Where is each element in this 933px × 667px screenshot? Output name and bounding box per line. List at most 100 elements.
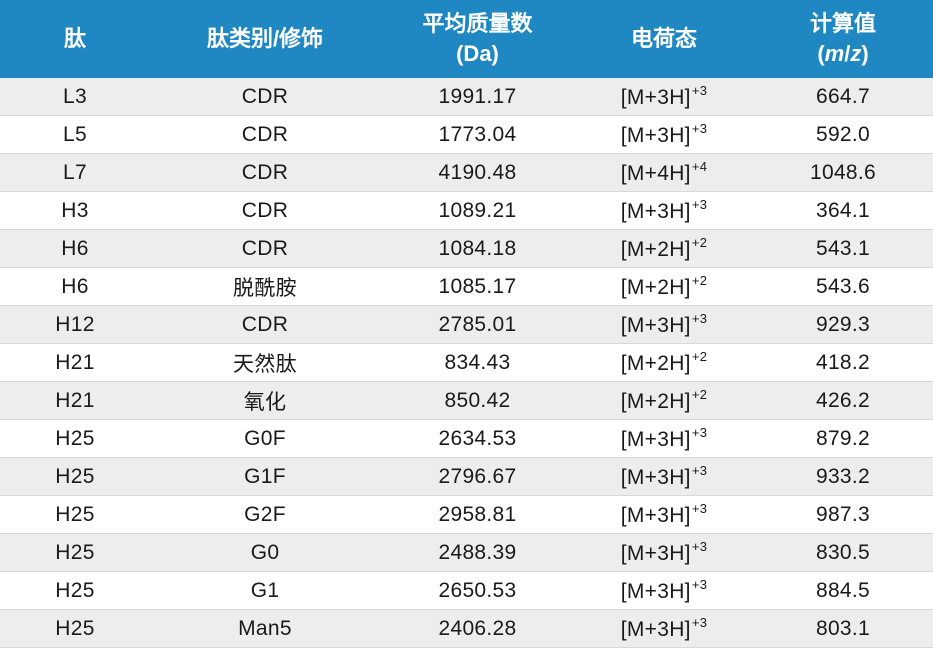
charge-base: [M+4H]	[620, 162, 691, 185]
cell-charge: [M+2H]+2	[575, 349, 753, 376]
table-row: H25 G1F 2796.67 [M+3H]+3 933.2	[0, 458, 933, 496]
peptide-table: 肽 肽类别/修饰 平均质量数 (Da) 电荷态 计算值 (m/z) L3 CDR 1…	[0, 0, 933, 648]
cell-mz: 592.0	[815, 122, 871, 146]
cell-peptide: H12	[55, 312, 95, 336]
charge-base: [M+2H]	[620, 352, 691, 375]
charge-superscript: +3	[691, 121, 708, 136]
table-row: H25 G1 2650.53 [M+3H]+3 884.5	[0, 572, 933, 610]
cell-peptide: H25	[55, 578, 95, 602]
table-row: H25 G0F 2634.53 [M+3H]+3 879.2	[0, 420, 933, 458]
cell-mass: 2958.81	[438, 502, 517, 526]
cell-type: G0	[250, 540, 280, 564]
charge-base: [M+3H]	[620, 314, 691, 337]
cell-charge: [M+3H]+3	[575, 311, 753, 338]
cell-type: CDR	[241, 122, 289, 146]
cell-mass: 850.42	[444, 388, 511, 412]
header-calc-close: )	[861, 41, 869, 66]
header-calc-slash: /	[844, 41, 851, 66]
cell-type: CDR	[241, 160, 289, 184]
cell-charge: [M+2H]+2	[575, 273, 753, 300]
table-row: H6 脱酰胺 1085.17 [M+2H]+2 543.6	[0, 268, 933, 306]
cell-mz: 884.5	[815, 578, 871, 602]
cell-charge: [M+3H]+3	[575, 425, 753, 452]
header-peptide: 肽	[0, 24, 150, 54]
cell-peptide: H6	[61, 236, 89, 260]
cell-mz: 929.3	[815, 312, 871, 336]
header-charge: 电荷态	[575, 24, 753, 54]
charge-base: [M+2H]	[620, 390, 691, 413]
charge-base: [M+3H]	[620, 124, 691, 147]
cell-peptide: H25	[55, 502, 95, 526]
cell-mass: 1773.04	[438, 122, 517, 146]
cell-charge: [M+3H]+3	[575, 83, 753, 110]
table-row: H25 Man5 2406.28 [M+3H]+3 803.1	[0, 610, 933, 648]
charge-base: [M+2H]	[620, 238, 691, 261]
charge-base: [M+3H]	[620, 200, 691, 223]
charge-superscript: +3	[691, 615, 708, 630]
cell-peptide: H25	[55, 426, 95, 450]
cell-mass: 1085.17	[438, 274, 517, 298]
cell-type: G2F	[244, 502, 286, 526]
cell-peptide: H6	[61, 274, 89, 298]
cell-mass: 2650.53	[438, 578, 517, 602]
charge-superscript: +3	[691, 311, 708, 326]
cell-mz: 1048.6	[809, 160, 877, 184]
cell-mz: 830.5	[815, 540, 871, 564]
charge-superscript: +3	[691, 463, 708, 478]
cell-mass: 4190.48	[438, 160, 517, 184]
cell-charge: [M+3H]+3	[575, 577, 753, 604]
table-row: H25 G0 2488.39 [M+3H]+3 830.5	[0, 534, 933, 572]
charge-base: [M+3H]	[620, 580, 691, 603]
cell-peptide: H21	[55, 388, 95, 412]
cell-peptide: L7	[63, 160, 87, 184]
header-peptide-label: 肽	[63, 26, 86, 51]
charge-base: [M+3H]	[620, 428, 691, 451]
charge-superscript: +3	[691, 539, 708, 554]
header-type-label: 肽类别/修饰	[206, 26, 324, 51]
cell-mass: 834.43	[444, 350, 511, 374]
table-row: H12 CDR 2785.01 [M+3H]+3 929.3	[0, 306, 933, 344]
cell-mz: 543.1	[815, 236, 871, 260]
charge-base: [M+2H]	[620, 276, 691, 299]
header-calc-m: m	[824, 41, 845, 66]
header-mass-line1: 平均质量数	[422, 11, 533, 36]
cell-charge: [M+3H]+3	[575, 121, 753, 148]
charge-superscript: +3	[691, 83, 708, 98]
cell-peptide: H25	[55, 616, 95, 640]
cell-type: G1F	[244, 464, 286, 488]
table-body: L3 CDR 1991.17 [M+3H]+3 664.7 L5 CDR 1773.04 [M+…	[0, 78, 933, 648]
charge-superscript: +3	[691, 577, 708, 592]
header-charge-label: 电荷态	[630, 26, 697, 51]
cell-charge: [M+3H]+3	[575, 501, 753, 528]
cell-mz: 664.7	[815, 84, 871, 108]
cell-type: 氧化	[243, 390, 287, 414]
table-row: L5 CDR 1773.04 [M+3H]+3 592.0	[0, 116, 933, 154]
cell-mz: 879.2	[815, 426, 871, 450]
cell-type: Man5	[238, 616, 292, 640]
cell-mz: 426.2	[815, 388, 871, 412]
cell-mz: 543.6	[815, 274, 871, 298]
table-row: H21 氧化 850.42 [M+2H]+2 426.2	[0, 382, 933, 420]
cell-charge: [M+3H]+3	[575, 539, 753, 566]
cell-mass: 2634.53	[438, 426, 517, 450]
table-row: H6 CDR 1084.18 [M+2H]+2 543.1	[0, 230, 933, 268]
cell-mz: 364.1	[815, 198, 871, 222]
header-calc-open: (	[817, 41, 825, 66]
cell-type: 天然肽	[233, 352, 297, 376]
cell-mass: 2488.39	[438, 540, 517, 564]
charge-base: [M+3H]	[620, 86, 691, 109]
charge-base: [M+3H]	[620, 618, 691, 641]
table-row: H21 天然肽 834.43 [M+2H]+2 418.2	[0, 344, 933, 382]
header-mass-line2: (Da)	[456, 41, 499, 66]
cell-type: CDR	[241, 84, 289, 108]
charge-superscript: +2	[691, 273, 708, 288]
cell-peptide: L5	[63, 122, 87, 146]
cell-type: G1	[250, 578, 280, 602]
charge-superscript: +2	[691, 235, 708, 250]
table-row: H3 CDR 1089.21 [M+3H]+3 364.1	[0, 192, 933, 230]
charge-superscript: +2	[691, 387, 708, 402]
cell-mz: 987.3	[815, 502, 871, 526]
cell-mass: 2406.28	[438, 616, 517, 640]
cell-type: CDR	[241, 198, 289, 222]
cell-peptide: H21	[55, 350, 95, 374]
